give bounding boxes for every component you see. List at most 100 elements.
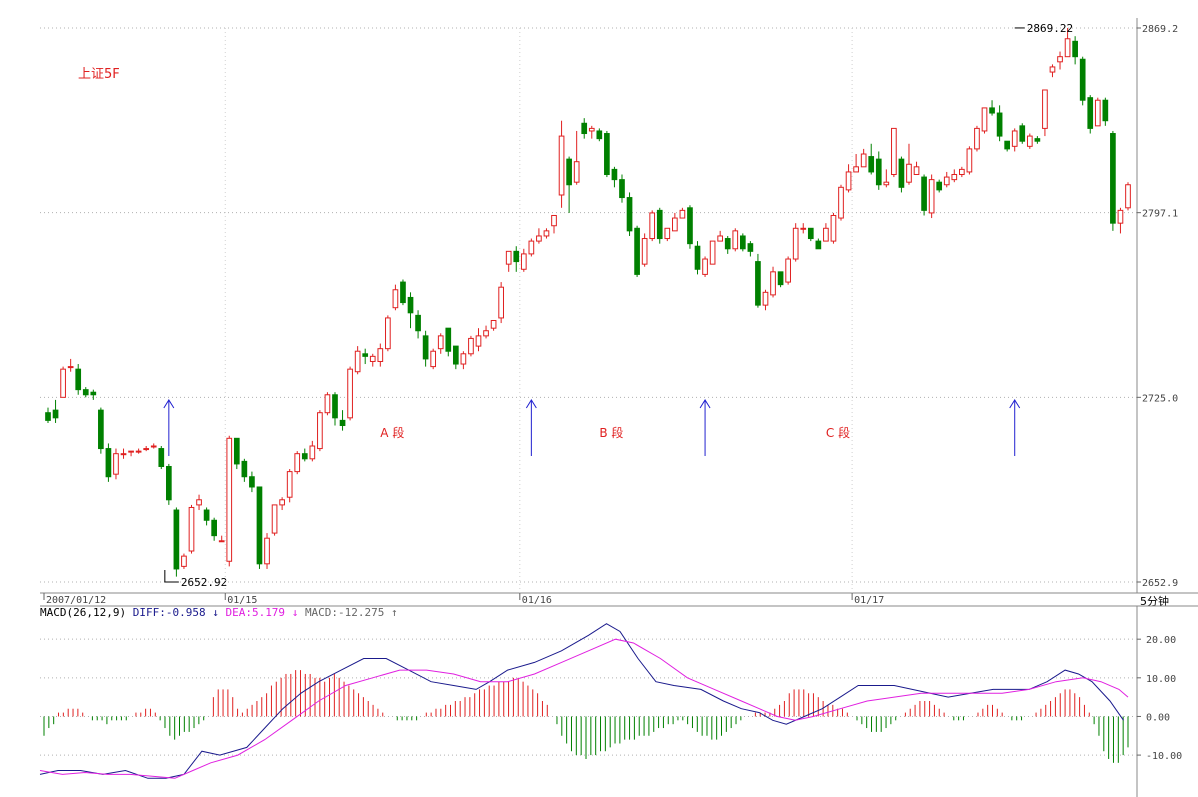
price-tick-label: 2652.9 <box>1142 578 1178 589</box>
candle-body <box>347 368 353 419</box>
candle-body <box>339 419 346 427</box>
candle <box>906 143 912 185</box>
arrow-head <box>163 399 175 409</box>
candle <box>150 443 157 449</box>
candle <box>369 353 376 367</box>
candle <box>181 553 187 569</box>
candle <box>1094 97 1101 127</box>
candle <box>936 179 943 193</box>
extreme-markers: 2869.22 2652.92 <box>164 22 1073 589</box>
candle-body <box>415 314 421 332</box>
candles[interactable] <box>45 27 1131 577</box>
candle <box>536 228 542 244</box>
candle <box>309 440 316 462</box>
candle-body <box>173 509 180 570</box>
candle-body <box>241 460 248 478</box>
candle-body <box>1057 56 1063 63</box>
candle <box>67 358 74 372</box>
candle-body <box>1019 125 1026 142</box>
candle-body <box>883 181 890 186</box>
price-tick-label: 2869.2 <box>1142 24 1178 35</box>
candle-body <box>218 540 225 543</box>
segment-arrow <box>699 399 711 456</box>
candle-body <box>75 368 82 391</box>
candle-body <box>324 394 331 414</box>
candle-body <box>830 214 837 242</box>
candle <box>732 228 739 252</box>
candle <box>664 227 671 242</box>
candle-body <box>543 230 550 237</box>
candle <box>226 435 233 567</box>
candle-body <box>445 327 452 352</box>
candle-body <box>301 453 308 460</box>
low-marker-line <box>164 569 179 583</box>
price-tick-label: 2725.0 <box>1142 393 1178 404</box>
candle-body <box>128 450 134 453</box>
candle-body <box>483 330 489 337</box>
candle <box>188 504 195 554</box>
macd-dea-value: DEA:5.179 <box>225 606 285 619</box>
candle <box>286 469 293 503</box>
candle-body <box>82 389 89 396</box>
candle <box>203 507 210 526</box>
candle <box>996 105 1003 142</box>
candle-body <box>755 261 761 306</box>
candle-body <box>1042 89 1048 129</box>
candle-body <box>656 209 663 240</box>
candle <box>256 486 263 569</box>
candle <box>1011 128 1018 152</box>
candle <box>959 166 965 178</box>
candle-body <box>468 337 474 355</box>
candle-body <box>1117 209 1124 224</box>
candle-body <box>226 437 233 562</box>
candle <box>672 212 678 232</box>
candle <box>619 174 625 203</box>
candle-body <box>158 448 165 467</box>
price-axis: 2869.2 2797.1 2725.0 2652.9 <box>1137 24 1178 589</box>
candle-body <box>452 345 459 365</box>
candle <box>505 250 512 272</box>
candle-body <box>868 156 875 173</box>
candle <box>626 192 633 236</box>
candle-body <box>1034 138 1041 142</box>
candle <box>105 443 112 482</box>
candle-body <box>838 186 844 219</box>
candle <box>838 184 844 221</box>
candle-body <box>981 107 988 132</box>
candle <box>498 282 504 324</box>
candle-body <box>891 127 897 176</box>
candle <box>415 310 421 339</box>
candle <box>694 241 701 275</box>
candle <box>898 156 905 193</box>
candle <box>800 223 807 234</box>
candle <box>1004 140 1011 152</box>
timeframe-label[interactable]: 5分钟 <box>1140 594 1169 608</box>
candle-body <box>672 217 678 232</box>
candle-body <box>709 240 716 265</box>
candle <box>1042 89 1048 137</box>
segment-label: B 段 <box>599 425 623 440</box>
candle <box>1079 56 1086 106</box>
candle <box>815 238 822 250</box>
candle-body <box>989 107 995 114</box>
candle <box>347 366 353 421</box>
segment-arrows <box>163 399 1021 456</box>
candle <box>687 205 693 249</box>
candle <box>989 100 995 116</box>
candle-body <box>143 448 150 451</box>
candle <box>1117 207 1124 234</box>
candle <box>1026 133 1033 149</box>
candle <box>490 319 497 331</box>
macd-dea-arrow: ↓ <box>292 606 299 619</box>
time-axis: 2007/01/12 01/15 01/16 01/17 5分钟 <box>43 28 1169 608</box>
candle-body <box>898 158 905 188</box>
main-panel: 2869.2 2797.1 2725.0 2652.9 A 段 B 段 C 段 2869.… <box>40 18 1198 594</box>
candle <box>1125 182 1131 211</box>
candle <box>165 463 172 505</box>
candle-body <box>815 240 822 250</box>
candle-body <box>807 227 814 240</box>
candle-body <box>626 197 633 232</box>
candle-body <box>264 537 270 565</box>
low-label: 2652.92 <box>181 576 227 589</box>
